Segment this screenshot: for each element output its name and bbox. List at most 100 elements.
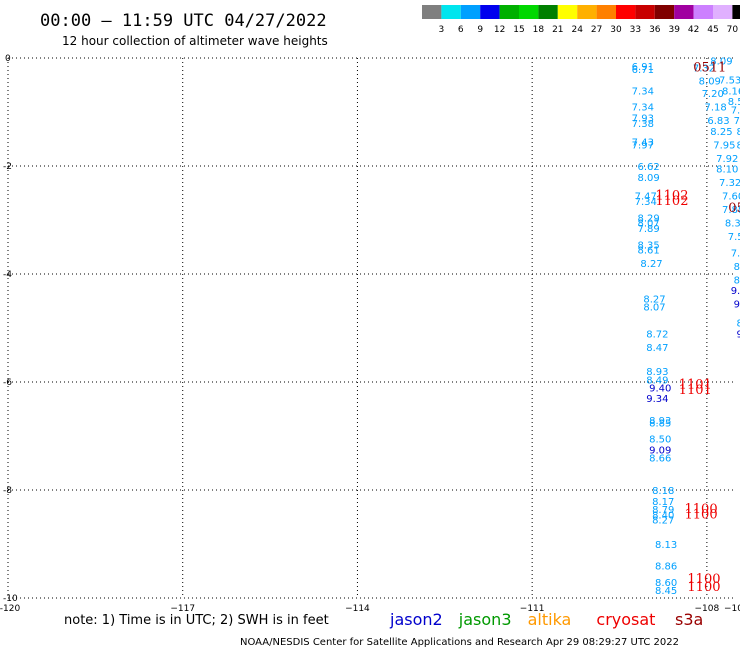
wave-height-label: 8.37 <box>725 219 740 230</box>
colorbar-tick-label: 33 <box>630 25 641 35</box>
wave-height-label: 9.47 <box>737 329 740 340</box>
pass-time-label: 1102 <box>655 194 688 209</box>
x-tick-label: −114 <box>345 604 370 614</box>
legend-s3a: s3a <box>675 610 703 629</box>
y-tick-label: 0 <box>5 54 11 64</box>
wave-height-label: 9.13 <box>731 286 740 297</box>
wave-height-label: 7.95 <box>713 140 735 151</box>
colorbar-swatch <box>460 5 481 19</box>
wave-height-label: 9.34 <box>646 394 668 405</box>
wave-height-label: 8.09 <box>638 173 660 184</box>
wave-height-label: 8.61 <box>737 319 740 330</box>
chart-title: 00:00 – 11:59 UTC 04/27/2022 <box>40 11 327 31</box>
wave-height-label: 7.34 <box>635 197 657 208</box>
colorbar-swatch <box>422 5 442 19</box>
wave-height-label: 7.32 <box>719 178 740 189</box>
wave-height-label: 8.29 <box>638 213 660 224</box>
wave-height-label: 8.27 <box>652 516 674 527</box>
wave-height-label: 8.07 <box>737 127 740 138</box>
wave-height-label: 8.09 <box>699 77 721 88</box>
x-tick-label: -120 <box>0 604 20 614</box>
y-tick-label: -2 <box>3 162 12 172</box>
pass-time-label: 1100 <box>685 502 718 517</box>
wave-height-label: 8.22 <box>734 262 740 273</box>
wave-height-label: 6.91 <box>632 62 654 73</box>
colorbar-tick-label: 42 <box>688 25 699 35</box>
colorbar-tick-label: 39 <box>668 25 680 35</box>
wave-height-label: 7.85 <box>731 105 740 116</box>
colorbar-swatch <box>519 5 539 19</box>
colorbar-swatch <box>596 5 616 19</box>
wave-height-label: 8.01 <box>734 275 740 286</box>
colorbar-tick-label: 36 <box>649 25 661 35</box>
wave-height-label: 8.61 <box>638 246 660 257</box>
wave-height-label: 8.85 <box>649 419 671 430</box>
wave-height-label: 7.15 <box>734 116 740 127</box>
colorbar-tick-label: 9 <box>477 25 483 35</box>
satellite-legend: jason2 jason3 altika cryosat s3a <box>389 610 703 629</box>
colorbar-tick-label: 15 <box>513 25 524 35</box>
wave-height-label: 8.47 <box>646 343 668 354</box>
wave-height-label: 7.20 <box>702 89 724 100</box>
colorbar-swatch <box>499 5 519 19</box>
wave-height-label: 8.72 <box>646 329 668 340</box>
wave-height-label: 8.49 <box>646 375 668 386</box>
x-tick-label: −117 <box>170 604 195 614</box>
wave-height-label: 8.27 <box>640 259 662 270</box>
wave-height-label: 8.16 <box>722 86 740 97</box>
colorbar-tick-label: 12 <box>494 25 505 35</box>
colorbar-tick-label: 70 <box>727 25 739 35</box>
pass-time-label: 0510 <box>728 201 740 216</box>
wave-height-label: 8.07 <box>643 302 665 313</box>
wave-height-label: 8.07 <box>638 219 660 230</box>
colorbar-tick-label: 24 <box>571 25 583 35</box>
wave-height-label: 8.79 <box>652 505 674 516</box>
wave-height-label: 7.34 <box>632 103 654 114</box>
pass-time-label: 0511 <box>693 61 726 76</box>
colorbar-swatch <box>441 5 461 19</box>
wave-height-label: 7.34 <box>632 86 654 97</box>
colorbar-tick-label: 18 <box>533 25 545 35</box>
wave-height-label: 7.55 <box>731 248 740 259</box>
colorbar-swatch <box>732 5 740 19</box>
colorbar-swatch <box>538 5 558 19</box>
wave-height-label: 8.27 <box>643 294 665 305</box>
wave-height-label: 7.38 <box>632 119 654 130</box>
wave-height-label: 8.60 <box>655 578 677 589</box>
wave-height-label: 9.09 <box>649 446 671 457</box>
wave-height-label: 8.17 <box>652 497 674 508</box>
wave-height-label: 8.25 <box>710 127 732 138</box>
wave-height-label: 8.93 <box>649 416 671 427</box>
colorbar-tick-label: 6 <box>458 25 464 35</box>
wave-height-label: 6.62 <box>638 162 660 173</box>
wave-height-label: 7.53 <box>719 76 740 87</box>
wave-height-label: 7.32 <box>693 64 715 75</box>
plot-area: 0-2-4-6-8-10-120−117−114−111−108−106.916… <box>0 51 740 614</box>
wave-height-label: 7.18 <box>704 103 726 114</box>
colorbar-swatch <box>635 5 655 19</box>
x-tick-label: −108 <box>695 604 720 614</box>
pass-time-label: 1101 <box>679 378 712 393</box>
colorbar-swatch <box>480 5 500 19</box>
wave-height-label: 8.40 <box>652 510 674 521</box>
colorbar-swatch <box>616 5 636 19</box>
colorbar-swatch <box>693 5 713 19</box>
pass-time-label: 1100 <box>687 572 720 587</box>
wave-height-label: 8.49 <box>737 140 740 151</box>
colorbar-tick-label: 45 <box>707 25 718 35</box>
pass-time-label: 1102 <box>655 189 688 204</box>
y-tick-label: -6 <box>3 378 12 388</box>
wave-height-label: 8.66 <box>649 454 671 465</box>
wave-height-label: 8.18 <box>652 486 674 497</box>
wave-height-label: 7.97 <box>632 140 654 151</box>
wave-height-label: 8.35 <box>638 240 660 251</box>
chart-subtitle: 12 hour collection of altimeter wave hei… <box>62 34 328 48</box>
legend-altika: altika <box>528 610 572 629</box>
colorbar-swatch <box>557 5 578 19</box>
wave-height-label: 7.92 <box>716 154 738 165</box>
colorbar-tick-label: 3 <box>439 25 445 35</box>
colorbar-tick-label: 21 <box>552 25 563 35</box>
wave-height-label: 8.50 <box>649 435 671 446</box>
wave-height-label: 7.53 <box>728 232 740 243</box>
